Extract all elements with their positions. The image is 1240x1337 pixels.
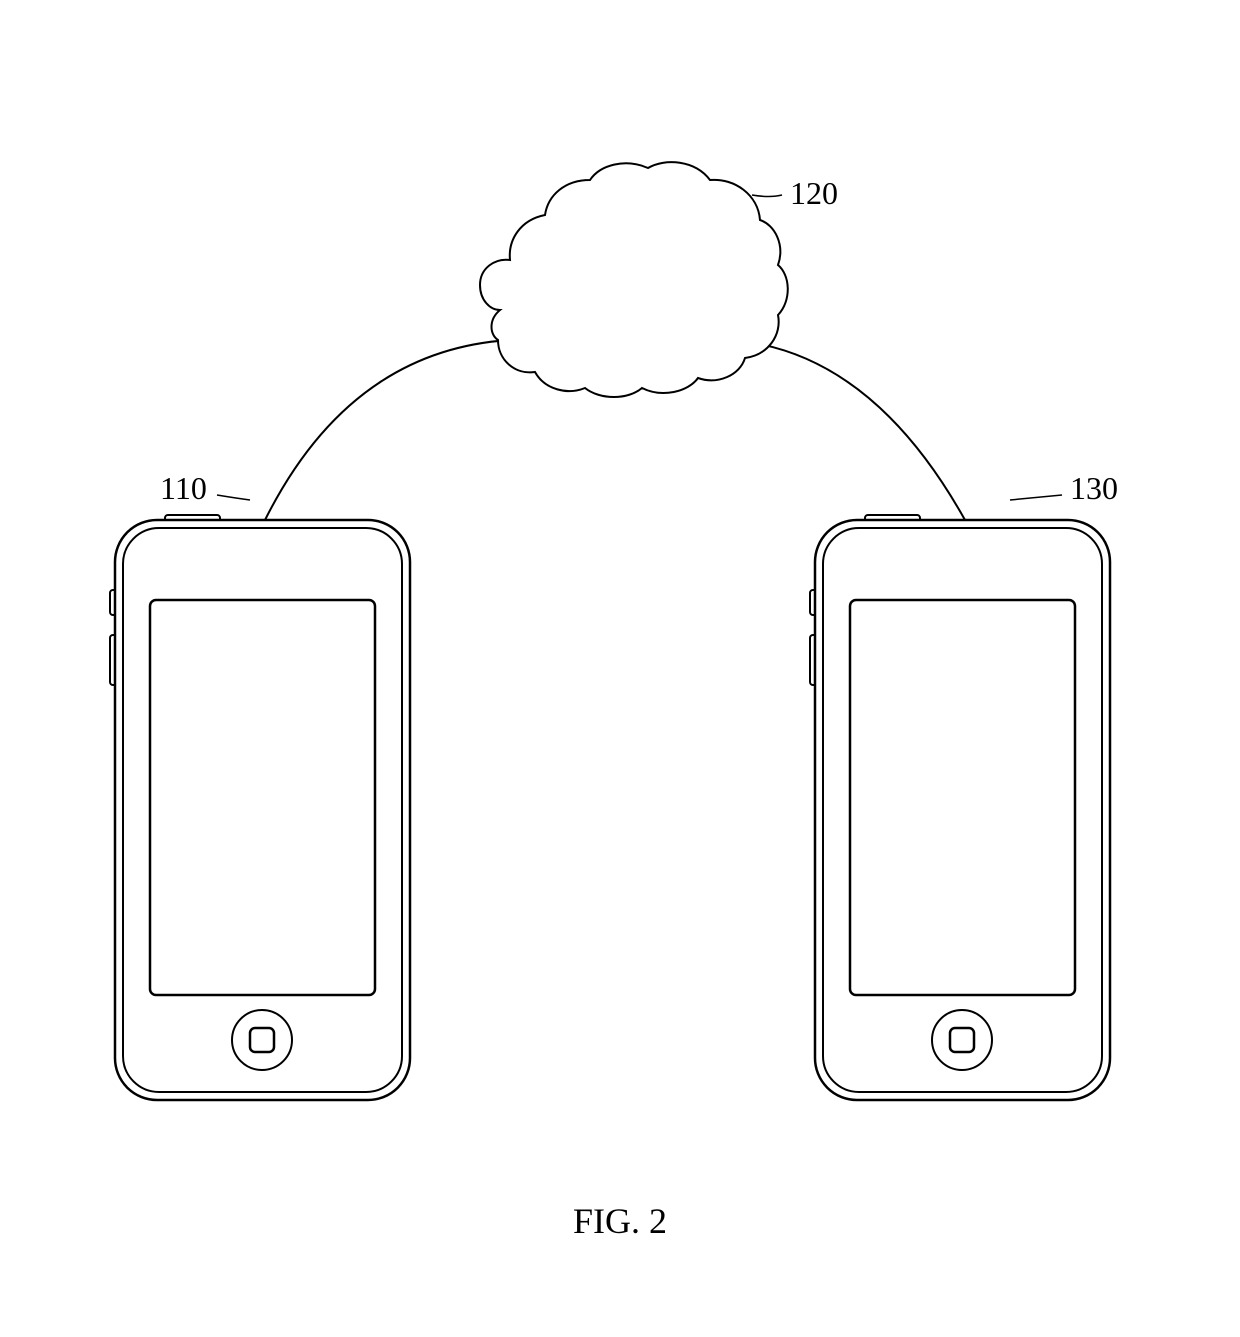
label-130: 130 [1070, 470, 1118, 507]
phone-home-square-icon [250, 1028, 274, 1052]
phone-screen-icon [850, 600, 1075, 995]
edge-left [265, 340, 510, 520]
leader-110 [217, 495, 250, 500]
cloud-node [480, 162, 788, 397]
leader-130 [1010, 495, 1062, 500]
leader-120 [752, 195, 782, 197]
diagram-svg [0, 0, 1240, 1332]
phone-screen-icon [150, 600, 375, 995]
phone-right [810, 515, 1110, 1100]
phone-left [110, 515, 410, 1100]
diagram-container: 120 110 130 FIG. 2 [0, 0, 1240, 1332]
figure-caption: FIG. 2 [573, 1200, 667, 1242]
label-120: 120 [790, 175, 838, 212]
phone-home-square-icon [950, 1028, 974, 1052]
label-110: 110 [160, 470, 207, 507]
edge-right [730, 340, 965, 520]
cloud-icon [480, 162, 788, 397]
